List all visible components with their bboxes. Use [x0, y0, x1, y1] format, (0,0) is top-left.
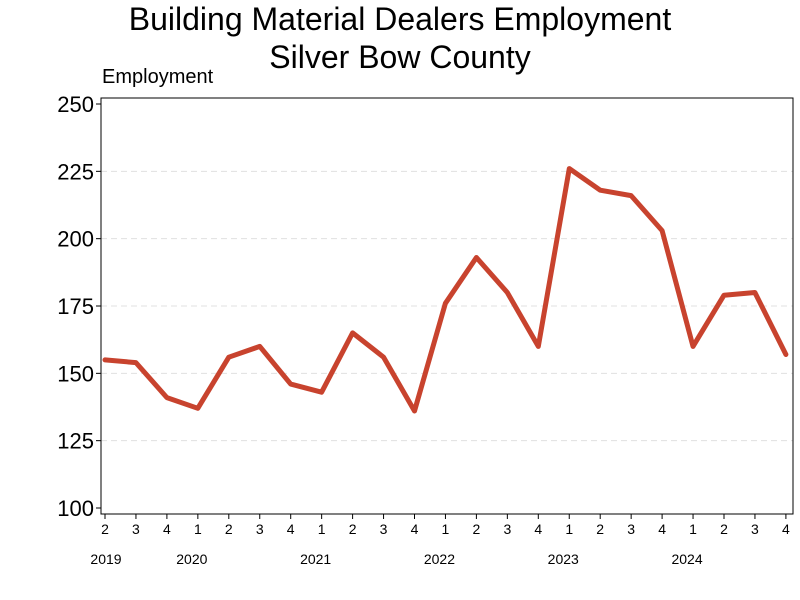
data-point — [227, 355, 231, 359]
data-point — [536, 344, 540, 348]
x-year-label: 2023 — [548, 551, 579, 567]
x-tick-label: 1 — [194, 521, 202, 537]
x-axis: 2 3 4 1 2 3 4 1 2 3 4 1 2 3 4 1 2 3 4 1 2 3 4 2019 2020 2021 2022 2… — [90, 514, 790, 567]
y-axis: 100 125 150 175 200 225 250 — [57, 92, 101, 521]
series-line — [102, 166, 789, 414]
data-point — [196, 406, 200, 410]
data-point — [413, 409, 416, 413]
x-tick-label: 2 — [720, 521, 728, 537]
x-tick-label: 1 — [689, 521, 697, 537]
chart-title-line-1: Building Material Dealers Employment — [128, 1, 672, 37]
data-point — [660, 229, 664, 233]
data-point — [289, 382, 293, 386]
data-point — [320, 390, 324, 394]
data-point — [784, 352, 788, 356]
data-point — [629, 194, 633, 198]
x-tick-label: 2 — [596, 521, 604, 537]
x-tick-label: 2 — [101, 521, 109, 537]
x-year-label: 2019 — [90, 551, 121, 567]
data-point — [505, 291, 509, 295]
chart-title-line-2: Silver Bow County — [269, 39, 531, 75]
data-point — [567, 167, 571, 171]
x-tick-label: 2 — [225, 521, 233, 537]
x-tick-label: 1 — [442, 521, 450, 537]
data-point — [474, 256, 478, 260]
x-tick-label: 3 — [627, 521, 635, 537]
data-point — [258, 344, 262, 348]
x-tick-label: 4 — [163, 521, 171, 537]
y-tick-label: 175 — [57, 294, 94, 319]
y-tick-label: 100 — [57, 496, 94, 521]
x-tick-label: 1 — [565, 521, 573, 537]
data-point — [134, 361, 138, 365]
data-point — [382, 355, 386, 359]
x-tick-label: 1 — [318, 521, 326, 537]
x-year-label: 2021 — [300, 551, 331, 567]
data-point — [598, 188, 602, 192]
x-tick-label: 3 — [503, 521, 511, 537]
x-tick-label: 3 — [751, 521, 759, 537]
data-point — [443, 301, 447, 305]
x-year-label: 2022 — [424, 551, 455, 567]
y-tick-label: 150 — [57, 361, 94, 386]
x-tick-label: 4 — [411, 521, 419, 537]
series-layer — [102, 166, 789, 414]
x-tick-label: 3 — [256, 521, 264, 537]
x-year-label: 2020 — [176, 551, 207, 567]
x-tick-label: 4 — [782, 521, 790, 537]
y-tick-label: 250 — [57, 92, 94, 117]
y-tick-label: 225 — [57, 159, 94, 184]
data-point — [351, 331, 355, 335]
x-tick-label: 2 — [349, 521, 357, 537]
x-tick-label: 4 — [658, 521, 666, 537]
data-point — [722, 293, 726, 297]
data-point — [103, 358, 107, 362]
y-tick-label: 200 — [57, 227, 94, 252]
x-year-label: 2024 — [671, 551, 702, 567]
x-tick-label: 2 — [473, 521, 481, 537]
x-tick-label: 3 — [380, 521, 388, 537]
x-tick-label: 4 — [534, 521, 542, 537]
data-point — [165, 396, 169, 400]
y-tick-label: 125 — [57, 429, 94, 454]
x-tick-label: 4 — [287, 521, 295, 537]
x-tick-label: 3 — [132, 521, 140, 537]
data-point — [753, 291, 757, 295]
data-point — [691, 344, 695, 348]
y-axis-label: Employment — [102, 66, 214, 88]
